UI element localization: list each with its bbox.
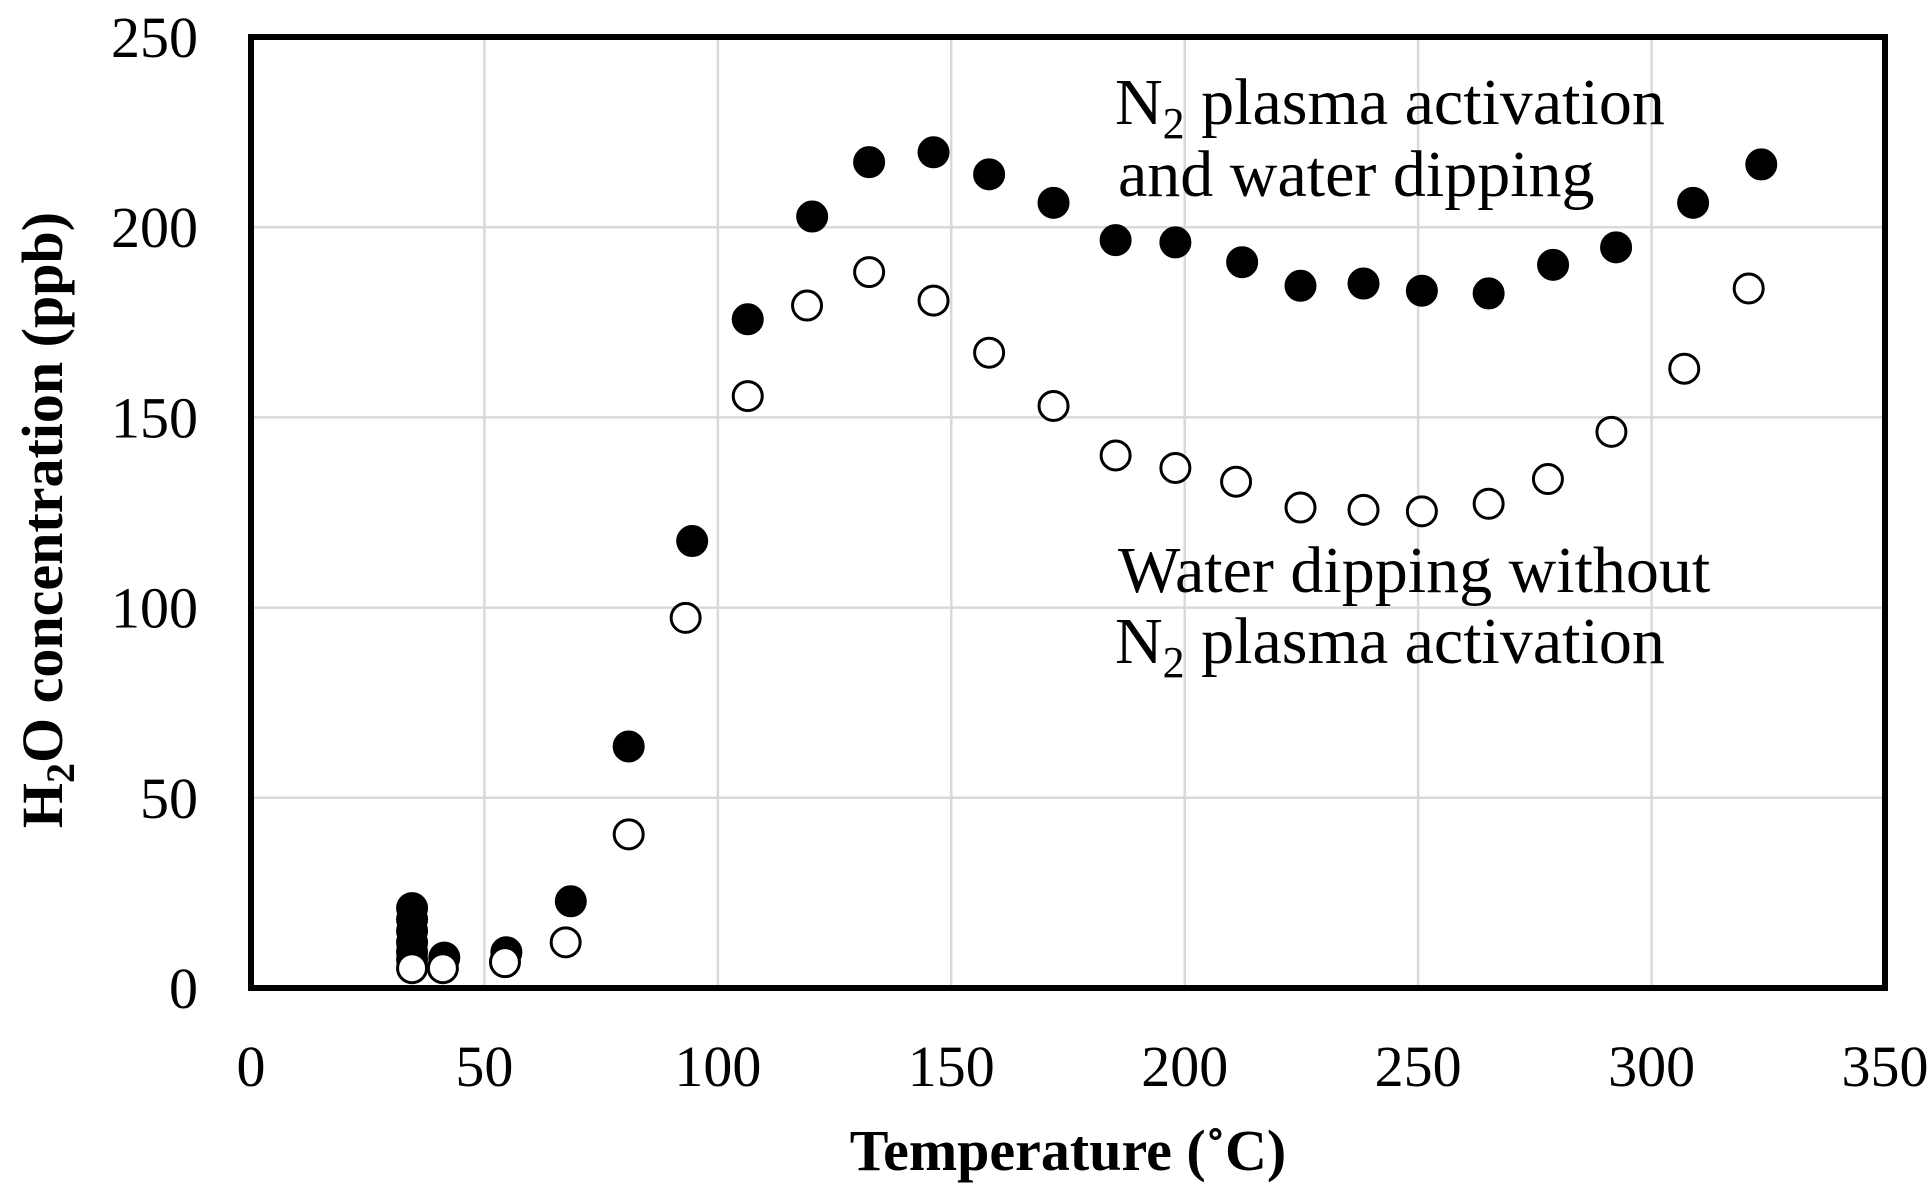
series-1-point [853, 146, 886, 179]
x-axis-title: Temperature (˚C) [850, 1118, 1287, 1183]
series-2-point [426, 952, 459, 985]
annotation-filled-line-1: N2 plasma activation [1115, 66, 1665, 148]
y-tick-label: 200 [111, 195, 198, 260]
series-1-point [1226, 246, 1259, 279]
series-1-point [1745, 148, 1778, 181]
x-tick-label: 50 [455, 1034, 513, 1099]
series-2-point [1668, 352, 1701, 385]
x-tick-label: 350 [1842, 1034, 1929, 1099]
data-points [396, 136, 1778, 985]
series-2-point [1472, 487, 1505, 520]
series-2-point [853, 256, 886, 289]
y-tick-label: 50 [140, 766, 198, 831]
x-tick-label: 300 [1608, 1034, 1695, 1099]
gridlines [249, 35, 1887, 990]
y-tick-label: 100 [111, 576, 198, 641]
series-2-point [973, 336, 1006, 369]
annotation-open-line-1: Water dipping without [1118, 534, 1710, 607]
series-1-point [554, 885, 587, 918]
annotation-open-line-2-subscript: 2 [1163, 638, 1185, 687]
series-2-point [731, 380, 764, 413]
series-1-point [731, 303, 764, 336]
series-2-point [1284, 491, 1317, 524]
series-1-point [973, 158, 1006, 191]
annotation-open-line-2-part-1: N [1115, 605, 1163, 678]
series-1-point [612, 730, 645, 763]
x-tick-label: 250 [1375, 1034, 1462, 1099]
series-2-point [1099, 439, 1132, 472]
series-1-point [917, 136, 950, 169]
series-2-point [396, 952, 429, 985]
series-1-point [1284, 269, 1317, 302]
y-tick-label: 150 [111, 385, 198, 450]
annotation-filled-line-1-subscript: 2 [1163, 99, 1185, 148]
series-2-point [1037, 389, 1070, 422]
x-tick-label: 150 [908, 1034, 995, 1099]
series-1-point [676, 525, 709, 558]
y-axis-title-part-2: O concentration (ppb) [10, 212, 75, 763]
y-axis-title-subscript: 2 [38, 763, 83, 783]
annotation-open-line-2-part-2: plasma activation [1185, 605, 1665, 678]
annotation-filled-line-2: and water dipping [1118, 138, 1595, 211]
series-1-point [1099, 224, 1132, 257]
series-2-point [488, 946, 521, 979]
x-axis-tick-labels: 0 50 100 150 200 250 300 350 [237, 1034, 1929, 1099]
series-1-point [1037, 186, 1070, 219]
series-1-point [1472, 277, 1505, 310]
annotation-filled-line-1-part-2: plasma activation [1185, 66, 1665, 139]
annotation-open-line-2: N2 plasma activation [1115, 605, 1665, 687]
x-tick-label: 200 [1141, 1034, 1228, 1099]
series-2-point [1405, 495, 1438, 528]
y-axis-title-part-1: H [10, 783, 75, 828]
series-2-point [669, 601, 702, 634]
series-1-point [1347, 267, 1380, 300]
annotation-filled-line-1-part-1: N [1115, 66, 1163, 139]
series-1-point [1600, 231, 1633, 264]
series-2-point [917, 284, 950, 317]
y-tick-label: 250 [111, 5, 198, 70]
series-2-point [1531, 463, 1564, 496]
series-1-point [1159, 226, 1192, 259]
series-1-point [1677, 186, 1710, 219]
series-2-point [791, 289, 824, 322]
series-2-point [1732, 272, 1765, 305]
series-2-point [549, 926, 582, 959]
plot-area-frame [248, 34, 1888, 991]
series-1-point [1405, 274, 1438, 307]
x-tick-label: 100 [674, 1034, 761, 1099]
series-2-point [1595, 415, 1628, 448]
y-axis-title: H2O concentration (ppb) [10, 212, 83, 828]
series-2-point [612, 818, 645, 851]
y-tick-label: 0 [169, 956, 198, 1021]
series-1-point [1537, 248, 1570, 281]
x-tick-label: 0 [237, 1034, 266, 1099]
series-2-point [1347, 493, 1380, 526]
y-axis-tick-labels: 0 50 100 150 200 250 [111, 5, 198, 1021]
series-2-point [1159, 451, 1192, 484]
series-1-point [796, 200, 829, 233]
series-2-point [1220, 465, 1253, 498]
